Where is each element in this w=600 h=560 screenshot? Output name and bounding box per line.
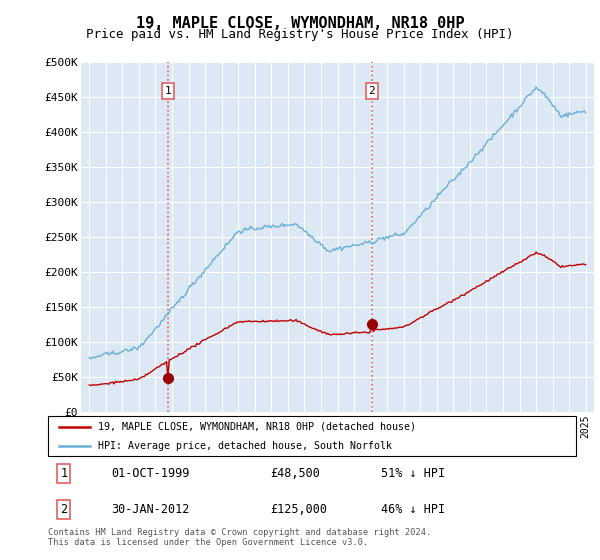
Text: 2: 2 — [368, 86, 375, 96]
FancyBboxPatch shape — [48, 416, 576, 456]
Text: 19, MAPLE CLOSE, WYMONDHAM, NR18 0HP (detached house): 19, MAPLE CLOSE, WYMONDHAM, NR18 0HP (de… — [98, 422, 416, 432]
Text: £48,500: £48,500 — [270, 467, 320, 480]
Text: 30-JAN-2012: 30-JAN-2012 — [112, 503, 190, 516]
Text: Price paid vs. HM Land Registry's House Price Index (HPI): Price paid vs. HM Land Registry's House … — [86, 28, 514, 41]
Text: Contains HM Land Registry data © Crown copyright and database right 2024.
This d: Contains HM Land Registry data © Crown c… — [48, 528, 431, 547]
Text: 51% ↓ HPI: 51% ↓ HPI — [380, 467, 445, 480]
Text: HPI: Average price, detached house, South Norfolk: HPI: Average price, detached house, Sout… — [98, 441, 392, 450]
Text: 1: 1 — [60, 467, 67, 480]
Text: 1: 1 — [164, 86, 171, 96]
Text: 2: 2 — [60, 503, 67, 516]
Text: 01-OCT-1999: 01-OCT-1999 — [112, 467, 190, 480]
Text: £125,000: £125,000 — [270, 503, 327, 516]
Text: 19, MAPLE CLOSE, WYMONDHAM, NR18 0HP: 19, MAPLE CLOSE, WYMONDHAM, NR18 0HP — [136, 16, 464, 31]
Text: 46% ↓ HPI: 46% ↓ HPI — [380, 503, 445, 516]
